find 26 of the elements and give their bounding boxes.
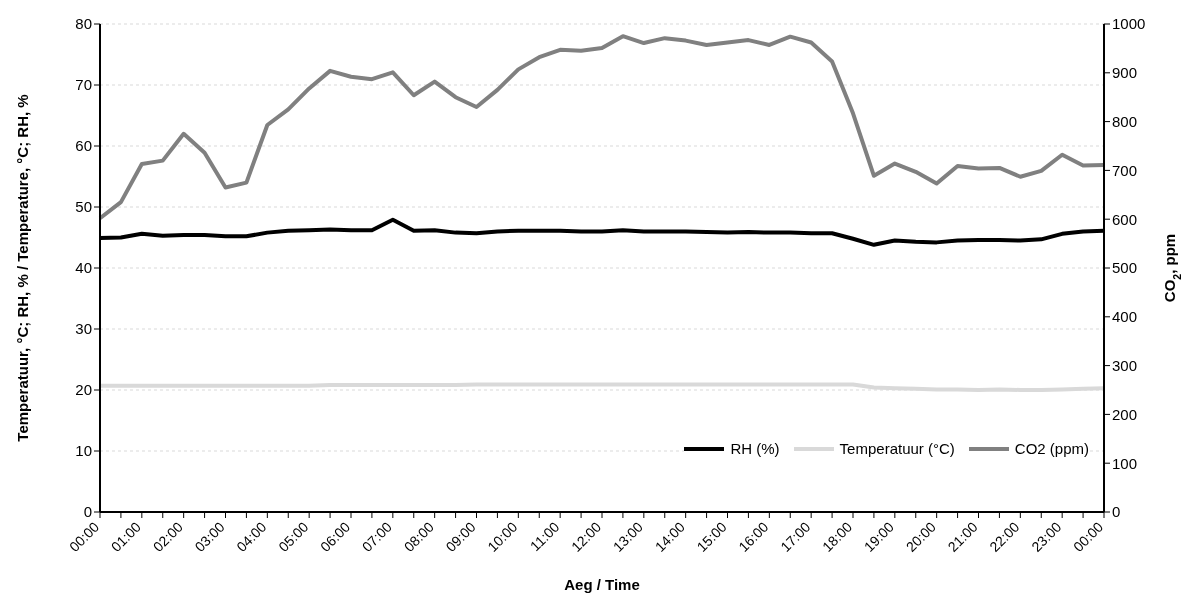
y2-tick-label: 100: [1112, 454, 1138, 472]
y-tick-label: 60: [75, 137, 92, 155]
x-axis-title: Aeg / Time: [564, 576, 640, 593]
y2-tick-label: 300: [1112, 356, 1138, 374]
y-axis-title: Temperatuur, °C; RH, % / Temperature, °C; RH, %: [14, 94, 31, 442]
legend-label: CO2 (ppm): [1014, 440, 1089, 457]
y2-tick-label: 1000: [1112, 15, 1146, 33]
y2-tick-label: 700: [1112, 161, 1138, 179]
y2-tick-label: 0: [1112, 503, 1121, 521]
y-tick-label: 20: [75, 381, 92, 399]
y2-tick-label: 400: [1112, 308, 1138, 326]
y2-tick-label: 900: [1112, 64, 1138, 82]
y-tick-label: 0: [83, 503, 92, 521]
y2-tick-label: 200: [1112, 405, 1138, 423]
y-tick-label: 10: [75, 442, 92, 460]
y-tick-label: 40: [75, 259, 92, 277]
y2-tick-label: 500: [1112, 259, 1138, 277]
line-series: [98, 34, 1106, 221]
y2-tick-label: 600: [1112, 210, 1138, 228]
y-tick-label: 30: [75, 320, 92, 338]
legend-label: RH (%): [730, 440, 780, 457]
y-tick-label: 80: [75, 15, 92, 33]
legend-label: Temperatuur (°C): [839, 440, 955, 457]
y-tick-label: 50: [75, 198, 92, 216]
y2-tick-label: 800: [1112, 112, 1138, 130]
y-tick-label: 70: [75, 76, 92, 94]
